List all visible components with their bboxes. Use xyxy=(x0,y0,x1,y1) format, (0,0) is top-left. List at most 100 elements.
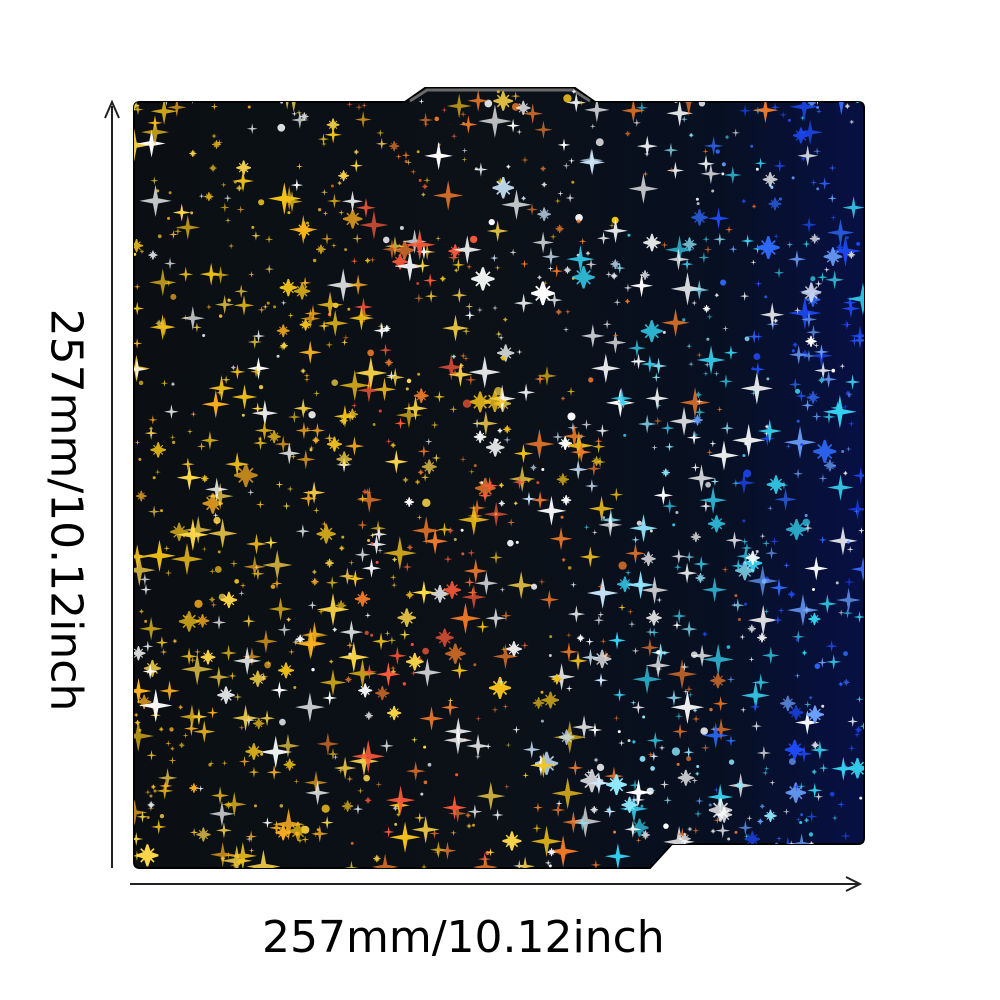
sparkle xyxy=(341,535,345,539)
sparkle xyxy=(662,330,666,334)
sparkle xyxy=(261,88,276,97)
sparkle xyxy=(728,88,740,98)
sparkle xyxy=(859,796,863,800)
sparkle xyxy=(624,90,632,98)
sparkle xyxy=(711,189,715,193)
sparkle xyxy=(536,481,540,485)
sparkle xyxy=(766,377,770,381)
sparkle xyxy=(406,378,412,384)
sparkle xyxy=(728,846,748,865)
sparkle xyxy=(134,252,137,256)
sparkle xyxy=(152,476,156,480)
sparkle xyxy=(157,234,162,239)
sparkle xyxy=(144,619,148,623)
sparkle xyxy=(273,305,277,309)
sparkle xyxy=(700,727,708,735)
sparkle xyxy=(194,599,203,608)
sparkle xyxy=(404,159,408,163)
sparkle xyxy=(461,552,465,556)
sparkle xyxy=(737,618,741,622)
sparkle xyxy=(417,372,421,376)
sparkle xyxy=(241,413,245,417)
sparkle xyxy=(846,865,851,868)
sparkle xyxy=(540,719,544,723)
sparkle xyxy=(804,514,808,518)
sparkle xyxy=(168,191,172,195)
sparkle xyxy=(646,787,654,795)
sparkle xyxy=(708,803,712,807)
sparkle xyxy=(706,337,710,341)
sparkle xyxy=(258,199,265,206)
sparkle xyxy=(317,208,322,212)
sparkle xyxy=(276,354,280,358)
sparkle xyxy=(378,409,382,413)
sparkle xyxy=(270,584,276,589)
sparkle xyxy=(218,314,223,318)
sparkle xyxy=(576,219,581,224)
sparkle xyxy=(367,538,371,542)
sparkle xyxy=(675,511,679,515)
sparkle xyxy=(287,211,291,215)
sparkle xyxy=(354,91,362,98)
sparkle xyxy=(835,581,839,585)
sparkle xyxy=(462,399,472,408)
sparkle xyxy=(721,162,726,167)
sparkle xyxy=(831,368,836,373)
sparkle xyxy=(367,349,375,357)
sparkle xyxy=(821,704,825,708)
sparkle xyxy=(627,233,631,237)
sparkle xyxy=(202,334,206,338)
sparkle xyxy=(728,759,735,765)
sparkle xyxy=(213,516,221,524)
sparkle xyxy=(321,804,330,813)
sparkle xyxy=(779,90,787,98)
sparkle xyxy=(474,167,478,171)
sparkle xyxy=(730,856,741,867)
sparkle xyxy=(800,443,804,447)
sparkle xyxy=(460,528,464,532)
sparkle xyxy=(676,762,680,766)
sparkle xyxy=(370,541,374,545)
sparkle xyxy=(847,394,851,398)
sparkle xyxy=(169,727,174,732)
sparkle xyxy=(153,789,157,793)
sparkle xyxy=(469,235,478,244)
sparkle xyxy=(258,385,264,390)
height-dimension-label: 257mm/10.12inch xyxy=(40,308,92,712)
sparkle xyxy=(845,236,849,240)
sparkle xyxy=(672,523,676,527)
sparkle xyxy=(755,550,759,554)
width-dimension-label: 257mm/10.12inch xyxy=(262,912,665,963)
sparkle xyxy=(705,481,711,488)
sparkle xyxy=(382,236,390,244)
sparkle xyxy=(372,423,376,427)
sparkle xyxy=(138,380,144,386)
sparkle xyxy=(280,286,284,290)
sparkle xyxy=(856,241,861,246)
sparkle xyxy=(251,225,255,229)
sparkle xyxy=(623,433,627,437)
sparkle xyxy=(423,745,427,749)
sparkle xyxy=(567,566,572,570)
sparkle xyxy=(764,295,768,299)
sparkle xyxy=(571,180,575,184)
sparkle xyxy=(639,755,646,762)
sparkle xyxy=(636,520,642,526)
sparkle xyxy=(264,661,271,669)
sparkle xyxy=(791,349,795,353)
sparkle xyxy=(595,138,604,147)
sparkle xyxy=(811,588,815,592)
sparkle xyxy=(507,539,514,547)
sparkle xyxy=(649,529,653,533)
sparkle xyxy=(814,663,821,669)
sparkle xyxy=(800,813,804,817)
sparkle xyxy=(472,823,476,827)
sparkle xyxy=(715,149,720,154)
sparkle xyxy=(330,184,334,188)
sparkle xyxy=(843,651,848,657)
sparkle xyxy=(531,583,538,590)
sparkle xyxy=(279,804,284,808)
sparkle xyxy=(791,176,795,180)
sparkle xyxy=(217,550,221,554)
sparkle xyxy=(170,293,177,300)
